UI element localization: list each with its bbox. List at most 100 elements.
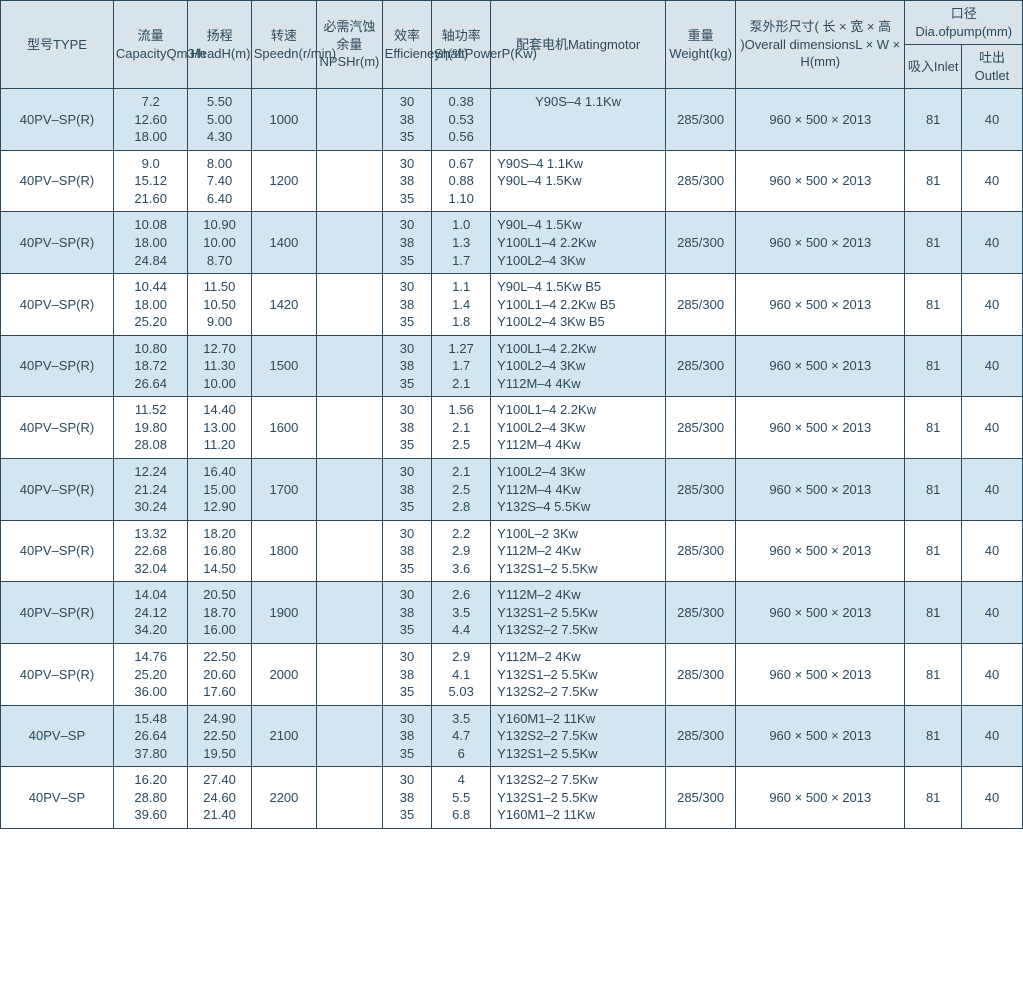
cell-motor: Y100L2–4 3KwY112M–4 4KwY132S–4 5.5Kw bbox=[491, 459, 666, 521]
table-row: 40PV–SP(R)13.3222.6832.0418.2016.8014.50… bbox=[1, 520, 1023, 582]
hdr-type: 型号TYPE bbox=[1, 1, 114, 89]
hdr-outlet: 吐出Outlet bbox=[961, 45, 1022, 89]
cell-npsh bbox=[317, 459, 382, 521]
cell-motor: Y112M–2 4KwY132S1–2 5.5KwY132S2–2 7.5Kw bbox=[491, 643, 666, 705]
cell-outlet: 40 bbox=[961, 705, 1022, 767]
cell-npsh bbox=[317, 335, 382, 397]
cell-eff: 303835 bbox=[382, 582, 432, 644]
cell-inlet: 81 bbox=[905, 212, 961, 274]
hdr-speed: 转速Speedn(r/min) bbox=[251, 1, 316, 89]
cell-capacity: 14.7625.2036.00 bbox=[113, 643, 188, 705]
cell-shaft: 0.380.530.56 bbox=[432, 89, 491, 151]
cell-speed: 1200 bbox=[251, 150, 316, 212]
cell-type: 40PV–SP(R) bbox=[1, 643, 114, 705]
cell-capacity: 13.3222.6832.04 bbox=[113, 520, 188, 582]
cell-head: 10.9010.008.70 bbox=[188, 212, 251, 274]
cell-outlet: 40 bbox=[961, 582, 1022, 644]
pump-spec-table: 型号TYPE 流量CapacityQm3/h 扬程HeadH(m) 转速Spee… bbox=[0, 0, 1023, 829]
cell-head: 27.4024.6021.40 bbox=[188, 767, 251, 829]
cell-weight: 285/300 bbox=[666, 335, 736, 397]
cell-speed: 1700 bbox=[251, 459, 316, 521]
cell-inlet: 81 bbox=[905, 767, 961, 829]
cell-outlet: 40 bbox=[961, 335, 1022, 397]
cell-speed: 1900 bbox=[251, 582, 316, 644]
cell-dims: 960 × 500 × 2013 bbox=[736, 397, 905, 459]
cell-dims: 960 × 500 × 2013 bbox=[736, 212, 905, 274]
cell-shaft: 45.56.8 bbox=[432, 767, 491, 829]
hdr-head: 扬程HeadH(m) bbox=[188, 1, 251, 89]
cell-eff: 303835 bbox=[382, 705, 432, 767]
cell-weight: 285/300 bbox=[666, 274, 736, 336]
cell-weight: 285/300 bbox=[666, 150, 736, 212]
cell-speed: 1600 bbox=[251, 397, 316, 459]
cell-dims: 960 × 500 × 2013 bbox=[736, 643, 905, 705]
cell-head: 18.2016.8014.50 bbox=[188, 520, 251, 582]
cell-type: 40PV–SP(R) bbox=[1, 582, 114, 644]
cell-shaft: 0.670.881.10 bbox=[432, 150, 491, 212]
cell-shaft: 2.94.15.03 bbox=[432, 643, 491, 705]
cell-capacity: 10.0818.0024.84 bbox=[113, 212, 188, 274]
cell-type: 40PV–SP(R) bbox=[1, 459, 114, 521]
cell-dims: 960 × 500 × 2013 bbox=[736, 274, 905, 336]
cell-inlet: 81 bbox=[905, 89, 961, 151]
cell-npsh bbox=[317, 150, 382, 212]
cell-eff: 303835 bbox=[382, 212, 432, 274]
cell-motor: Y112M–2 4KwY132S1–2 5.5KwY132S2–2 7.5Kw bbox=[491, 582, 666, 644]
cell-speed: 2000 bbox=[251, 643, 316, 705]
cell-dims: 960 × 500 × 2013 bbox=[736, 705, 905, 767]
cell-shaft: 1.01.31.7 bbox=[432, 212, 491, 274]
cell-dims: 960 × 500 × 2013 bbox=[736, 89, 905, 151]
hdr-dia: 口径Dia.ofpump(mm) bbox=[905, 1, 1023, 45]
cell-capacity: 15.4826.6437.80 bbox=[113, 705, 188, 767]
cell-capacity: 12.2421.2430.24 bbox=[113, 459, 188, 521]
cell-eff: 303835 bbox=[382, 150, 432, 212]
cell-npsh bbox=[317, 520, 382, 582]
cell-type: 40PV–SP(R) bbox=[1, 397, 114, 459]
cell-inlet: 81 bbox=[905, 397, 961, 459]
cell-speed: 1800 bbox=[251, 520, 316, 582]
cell-shaft: 2.22.93.6 bbox=[432, 520, 491, 582]
cell-shaft: 3.54.76 bbox=[432, 705, 491, 767]
cell-motor: Y100L1–4 2.2KwY100L2–4 3KwY112M–4 4Kw bbox=[491, 397, 666, 459]
cell-npsh bbox=[317, 582, 382, 644]
cell-shaft: 1.11.41.8 bbox=[432, 274, 491, 336]
hdr-capacity: 流量CapacityQm3/h bbox=[113, 1, 188, 89]
cell-motor: Y90S–4 1.1Kw bbox=[491, 89, 666, 151]
cell-head: 11.5010.509.00 bbox=[188, 274, 251, 336]
cell-shaft: 1.562.12.5 bbox=[432, 397, 491, 459]
cell-capacity: 10.4418.0025.20 bbox=[113, 274, 188, 336]
cell-outlet: 40 bbox=[961, 150, 1022, 212]
cell-motor: Y90S–4 1.1KwY90L–4 1.5Kw bbox=[491, 150, 666, 212]
cell-inlet: 81 bbox=[905, 643, 961, 705]
cell-npsh bbox=[317, 705, 382, 767]
cell-capacity: 16.2028.8039.60 bbox=[113, 767, 188, 829]
cell-capacity: 11.5219.8028.08 bbox=[113, 397, 188, 459]
cell-speed: 1420 bbox=[251, 274, 316, 336]
cell-inlet: 81 bbox=[905, 459, 961, 521]
cell-dims: 960 × 500 × 2013 bbox=[736, 520, 905, 582]
cell-type: 40PV–SP(R) bbox=[1, 520, 114, 582]
cell-shaft: 1.271.72.1 bbox=[432, 335, 491, 397]
cell-outlet: 40 bbox=[961, 643, 1022, 705]
cell-head: 5.505.004.30 bbox=[188, 89, 251, 151]
cell-capacity: 9.015.1221.60 bbox=[113, 150, 188, 212]
cell-capacity: 10.8018.7226.64 bbox=[113, 335, 188, 397]
cell-type: 40PV–SP bbox=[1, 705, 114, 767]
table-row: 40PV–SP(R)9.015.1221.608.007.406.4012003… bbox=[1, 150, 1023, 212]
cell-outlet: 40 bbox=[961, 520, 1022, 582]
cell-speed: 1000 bbox=[251, 89, 316, 151]
cell-head: 16.4015.0012.90 bbox=[188, 459, 251, 521]
cell-speed: 1500 bbox=[251, 335, 316, 397]
cell-head: 12.7011.3010.00 bbox=[188, 335, 251, 397]
cell-weight: 285/300 bbox=[666, 643, 736, 705]
cell-weight: 285/300 bbox=[666, 582, 736, 644]
cell-capacity: 14.0424.1234.20 bbox=[113, 582, 188, 644]
cell-outlet: 40 bbox=[961, 89, 1022, 151]
cell-inlet: 81 bbox=[905, 274, 961, 336]
table-row: 40PV–SP(R)10.8018.7226.6412.7011.3010.00… bbox=[1, 335, 1023, 397]
cell-speed: 2100 bbox=[251, 705, 316, 767]
cell-eff: 303835 bbox=[382, 767, 432, 829]
cell-motor: Y90L–4 1.5Kw B5Y100L1–4 2.2Kw B5Y100L2–4… bbox=[491, 274, 666, 336]
hdr-eff: 效率Efficieneyη(%) bbox=[382, 1, 432, 89]
hdr-inlet: 吸入Inlet bbox=[905, 45, 961, 89]
